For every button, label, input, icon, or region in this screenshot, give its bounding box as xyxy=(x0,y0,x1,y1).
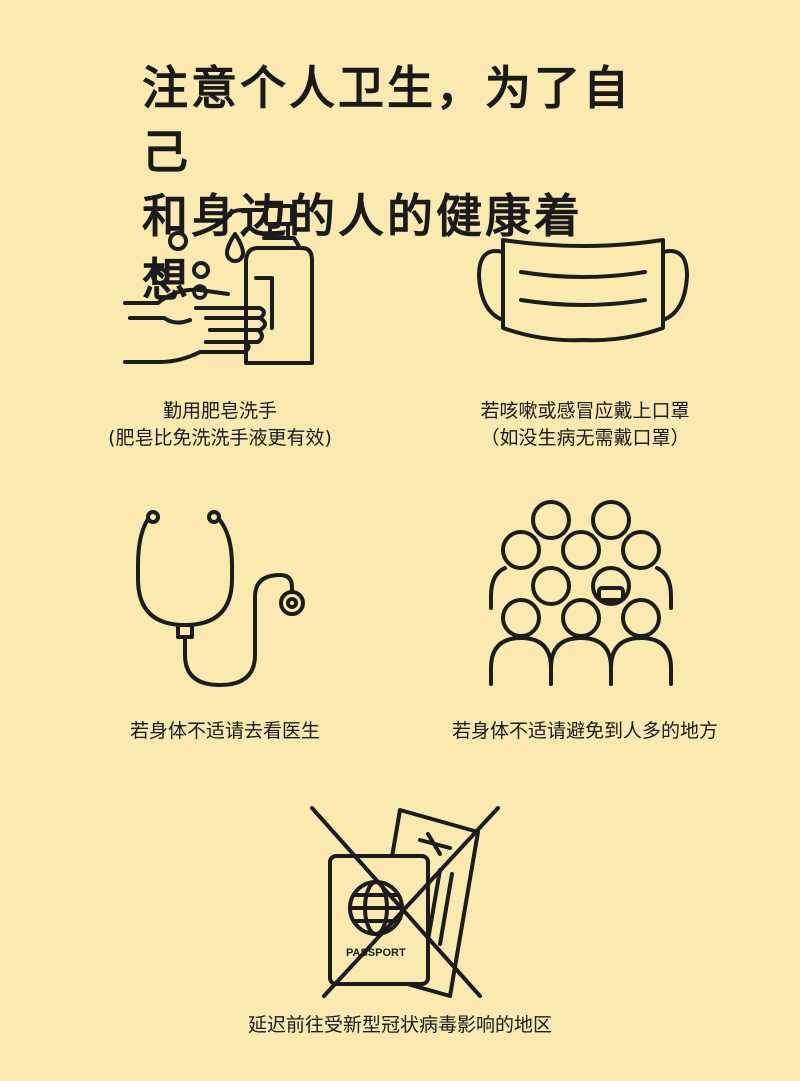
no-travel-icon: PASSPORT xyxy=(310,806,500,998)
caption-crowd-line1: 若身体不适请避免到人多的地方 xyxy=(451,720,718,742)
caption-face-mask: 若咳嗽或感冒应戴上口罩 （如没生病无需戴口罩） xyxy=(420,398,750,452)
page-title: 注意个人卫生，为了自己 和身边的人的健康着想。 xyxy=(120,56,680,312)
caption-no-travel: 延迟前往受新型冠状病毒影响的地区 xyxy=(160,1012,640,1039)
passport-icon: PASSPORT xyxy=(328,854,430,986)
caption-no-travel-line1: 延迟前往受新型冠状病毒影响的地区 xyxy=(247,1014,552,1036)
caption-crowd: 若身体不适请避免到人多的地方 xyxy=(400,718,770,745)
cross-line-1 xyxy=(310,806,482,998)
caption-stethoscope-line1: 若身体不适请去看医生 xyxy=(129,720,320,742)
stethoscope-icon xyxy=(136,510,305,687)
caption-face-mask-line1: 若咳嗽或感冒应戴上口罩 xyxy=(480,400,690,422)
cross-line-2 xyxy=(322,806,500,998)
title-line-1: 注意个人卫生，为了自己 xyxy=(142,61,632,179)
face-mask-icon xyxy=(477,238,689,343)
hand-wash-icon xyxy=(123,204,314,365)
title-line-2: 和身边的人的健康着想。 xyxy=(142,189,583,307)
caption-hand-wash: 勤用肥皂洗手 (肥皂比免洗洗手液更有效) xyxy=(60,398,380,452)
crowd-icon xyxy=(489,500,673,686)
caption-stethoscope: 若身体不适请去看医生 xyxy=(60,718,390,745)
caption-hand-wash-line1: 勤用肥皂洗手 xyxy=(162,400,277,422)
caption-hand-wash-line2: (肥皂比免洗洗手液更有效) xyxy=(108,427,332,449)
passport-label: PASSPORT xyxy=(346,947,406,959)
caption-face-mask-line2: （如没生病无需戴口罩） xyxy=(480,427,690,449)
